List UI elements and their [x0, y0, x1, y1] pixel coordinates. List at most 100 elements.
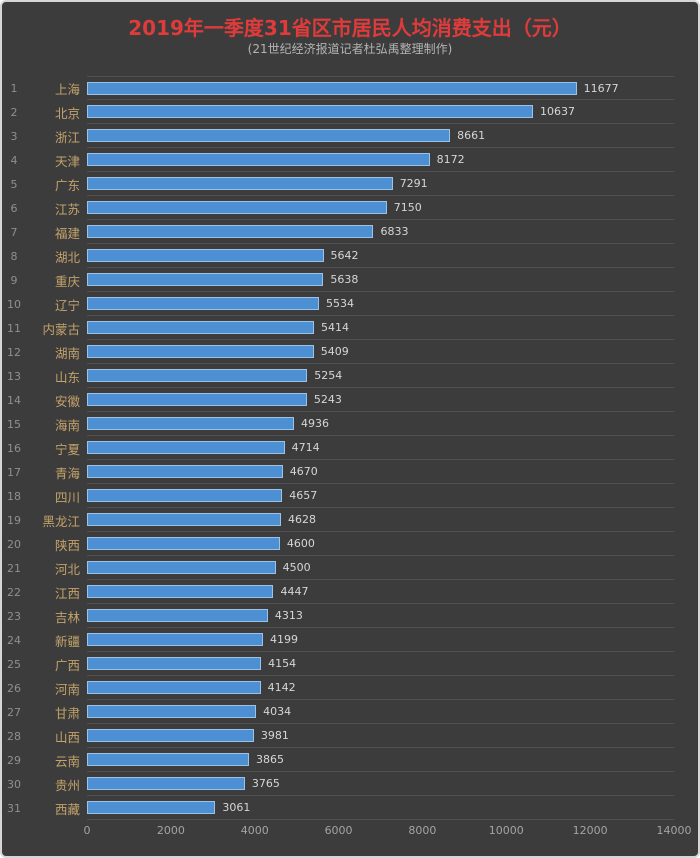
- row-plot: 7150: [87, 196, 674, 220]
- bar: [87, 633, 264, 646]
- category-label: 黑龙江: [42, 513, 80, 529]
- bar: [87, 201, 387, 214]
- axis-tick-label: 14000: [656, 824, 692, 837]
- category-label: 甘肃: [54, 705, 80, 721]
- row-plot: 4034: [87, 700, 674, 724]
- category-label: 内蒙古: [42, 321, 80, 337]
- bar: [87, 753, 250, 766]
- rank-label: 20: [7, 537, 21, 551]
- rank-label: 6: [10, 201, 18, 215]
- chart-title: 2019年一季度31省区市居民人均消费支出（元）: [128, 16, 572, 40]
- rank-label: 19: [7, 513, 21, 527]
- row-plot: 10637: [87, 100, 674, 124]
- row-labels: 14 安徽: [2, 388, 87, 412]
- axis-tick-label: 6000: [324, 824, 353, 837]
- chart-row: 9 重庆 5638: [2, 268, 698, 292]
- bar: [87, 417, 294, 430]
- row-labels: 13 山东: [2, 364, 87, 388]
- chart-row: 8 湖北 5642: [2, 244, 698, 268]
- rank-label: 17: [7, 465, 21, 479]
- row-plot: 3061: [87, 796, 674, 820]
- rank-label: 28: [7, 729, 21, 743]
- row-plot: 4500: [87, 556, 674, 580]
- row-plot: 5642: [87, 244, 674, 268]
- rank-label: 8: [10, 249, 18, 263]
- axis-tick-label: 12000: [572, 824, 608, 837]
- category-label: 四川: [54, 489, 80, 505]
- row-labels: 1 上海: [2, 76, 87, 100]
- value-label: 4199: [270, 633, 299, 646]
- bar: [87, 273, 324, 286]
- chart-row: 10 辽宁 5534: [2, 292, 698, 316]
- chart-subtitle: (21世纪经济报道记者杜弘禹整理制作): [247, 42, 453, 56]
- value-label: 5642: [330, 249, 359, 262]
- bar: [87, 489, 283, 502]
- value-label: 3865: [256, 753, 285, 766]
- row-labels: 2 北京: [2, 100, 87, 124]
- value-label: 4313: [274, 609, 303, 622]
- category-label: 广东: [54, 177, 80, 193]
- chart-row: 30 贵州 3765: [2, 772, 698, 796]
- bar: [87, 177, 393, 190]
- value-label: 11677: [583, 81, 619, 95]
- row-plot: 4142: [87, 676, 674, 700]
- category-label: 安徽: [54, 393, 80, 409]
- chart-row: 31 西藏 3061: [2, 796, 698, 820]
- row-plot: 4714: [87, 436, 674, 460]
- rank-label: 9: [10, 273, 18, 287]
- bar: [87, 537, 280, 550]
- chart-row: 26 河南 4142: [2, 676, 698, 700]
- category-label: 辽宁: [54, 297, 80, 313]
- row-plot: 8172: [87, 148, 674, 172]
- chart-row: 5 广东 7291: [2, 172, 698, 196]
- chart-row: 7 福建 6833: [2, 220, 698, 244]
- value-label: 7150: [393, 201, 422, 214]
- value-label: 5414: [321, 321, 349, 334]
- category-label: 云南: [54, 753, 80, 769]
- rank-label: 31: [7, 801, 21, 815]
- category-label: 贵州: [54, 777, 80, 793]
- bar: [87, 609, 268, 622]
- rank-label: 25: [7, 657, 21, 671]
- chart-row: 1 上海 11677: [2, 76, 698, 100]
- chart-row: 23 吉林 4313: [2, 604, 698, 628]
- category-label: 湖南: [54, 345, 80, 361]
- axis-tick-label: 10000: [488, 824, 524, 837]
- row-labels: 22 江西: [2, 580, 87, 604]
- row-plot: 4447: [87, 580, 674, 604]
- chart-row: 20 陕西 4600: [2, 532, 698, 556]
- row-plot: 4199: [87, 628, 674, 652]
- row-plot: 5638: [87, 268, 674, 292]
- value-label: 4657: [289, 489, 318, 502]
- bar: [87, 561, 276, 574]
- axis-tick-label: 2000: [156, 824, 185, 837]
- bar: [87, 105, 533, 118]
- category-label: 吉林: [54, 609, 80, 625]
- row-labels: 27 甘肃: [2, 700, 87, 724]
- rank-label: 29: [7, 753, 21, 767]
- chart-row: 18 四川 4657: [2, 484, 698, 508]
- rank-label: 13: [7, 369, 21, 383]
- row-plot: 7291: [87, 172, 674, 196]
- bar: [87, 705, 257, 718]
- row-labels: 15 海南: [2, 412, 87, 436]
- row-labels: 25 广西: [2, 652, 87, 676]
- chart-row: 17 青海 4670: [2, 460, 698, 484]
- bar: [87, 729, 254, 742]
- rank-label: 15: [7, 417, 21, 431]
- row-labels: 10 辽宁: [2, 292, 87, 316]
- chart-row: 6 江苏 7150: [2, 196, 698, 220]
- value-label: 7291: [399, 177, 428, 190]
- bar: [87, 297, 320, 310]
- chart-row: 27 甘肃 4034: [2, 700, 698, 724]
- bar: [87, 513, 282, 526]
- rank-label: 18: [7, 489, 21, 503]
- value-label: 4154: [268, 657, 297, 670]
- bar: [87, 321, 314, 334]
- row-plot: 5534: [87, 292, 674, 316]
- value-label: 6833: [380, 225, 409, 238]
- category-label: 新疆: [54, 633, 80, 649]
- rank-label: 30: [7, 777, 21, 791]
- axis-tick-label: 8000: [408, 824, 437, 837]
- row-labels: 7 福建: [2, 220, 87, 244]
